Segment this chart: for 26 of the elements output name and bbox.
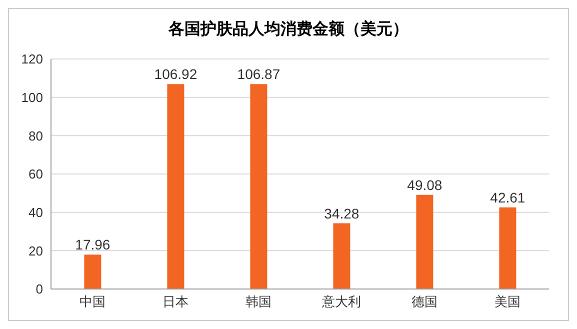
bar [167, 84, 184, 289]
x-tick-label: 日本 [162, 294, 188, 310]
y-tick-label: 100 [21, 90, 43, 105]
chart-title: 各国护肤品人均消费金额（美元） [167, 19, 410, 40]
y-tick-label: 20 [28, 243, 43, 258]
x-tick-label: 中国 [80, 294, 106, 310]
bar [84, 254, 102, 289]
y-tick-label: 60 [28, 166, 43, 182]
y-tick-label: 0 [36, 282, 43, 297]
y-tick-label: 80 [28, 128, 43, 144]
y-tick-label: 120 [21, 52, 43, 67]
x-tick-label: 意大利 [321, 294, 361, 310]
bar [499, 207, 516, 289]
bar [333, 223, 350, 289]
data-label: 17.96 [75, 236, 110, 253]
data-label: 106.92 [154, 66, 198, 82]
data-label: 106.87 [237, 66, 280, 82]
x-tick-label: 德国 [412, 294, 438, 310]
y-tick-label: 40 [28, 204, 43, 220]
bar [250, 84, 268, 289]
data-label: 34.28 [324, 205, 360, 222]
data-label: 49.08 [407, 176, 442, 193]
bar [416, 194, 434, 289]
data-label: 42.61 [490, 189, 526, 206]
x-tick-label: 韩国 [246, 294, 272, 310]
x-tick-label: 美国 [494, 294, 520, 310]
